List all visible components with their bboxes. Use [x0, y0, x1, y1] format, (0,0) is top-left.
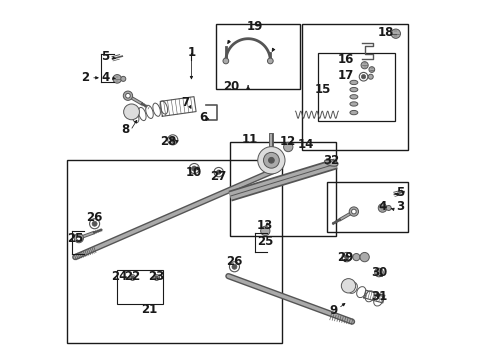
Circle shape	[352, 253, 359, 261]
Ellipse shape	[153, 103, 160, 116]
Circle shape	[368, 67, 374, 72]
Text: 26: 26	[226, 255, 242, 268]
Text: 22: 22	[124, 270, 141, 283]
Circle shape	[123, 104, 139, 120]
Text: 20: 20	[223, 80, 239, 93]
Text: 32: 32	[323, 154, 339, 167]
Text: 26: 26	[86, 211, 102, 224]
Ellipse shape	[347, 282, 357, 293]
Bar	[326, 182, 407, 232]
Text: 7: 7	[181, 96, 189, 109]
Text: 28: 28	[160, 135, 176, 148]
Text: 24: 24	[111, 270, 128, 283]
Text: 17: 17	[337, 69, 353, 82]
Text: 25: 25	[67, 231, 83, 244]
Text: 29: 29	[337, 251, 353, 264]
Circle shape	[155, 276, 158, 279]
Text: 5: 5	[396, 186, 404, 199]
Circle shape	[74, 233, 83, 243]
Text: 14: 14	[297, 138, 314, 151]
Text: 12: 12	[280, 135, 296, 148]
Text: 1: 1	[187, 46, 195, 59]
Circle shape	[263, 152, 279, 168]
Circle shape	[361, 75, 365, 79]
Text: 4: 4	[101, 71, 109, 84]
Text: 8: 8	[121, 123, 129, 136]
Bar	[301, 24, 407, 149]
Circle shape	[170, 137, 175, 142]
Circle shape	[344, 255, 348, 259]
Circle shape	[260, 226, 269, 235]
Circle shape	[76, 236, 81, 240]
Circle shape	[231, 264, 237, 269]
Circle shape	[223, 58, 228, 64]
Circle shape	[360, 62, 367, 69]
Text: 2: 2	[81, 71, 89, 84]
Text: 27: 27	[210, 170, 226, 183]
Ellipse shape	[349, 102, 357, 106]
Bar	[67, 160, 282, 343]
Text: 9: 9	[328, 305, 337, 318]
Circle shape	[359, 252, 368, 262]
Ellipse shape	[373, 295, 382, 306]
Ellipse shape	[145, 105, 153, 118]
Ellipse shape	[356, 287, 365, 298]
Bar	[230, 142, 335, 235]
Circle shape	[113, 75, 121, 83]
Circle shape	[268, 157, 274, 163]
Text: 30: 30	[370, 266, 386, 279]
Text: 15: 15	[314, 83, 330, 96]
Circle shape	[367, 74, 372, 79]
Ellipse shape	[349, 95, 357, 99]
Circle shape	[341, 279, 355, 293]
Circle shape	[153, 275, 159, 280]
Ellipse shape	[349, 87, 357, 92]
Text: 16: 16	[337, 53, 353, 66]
Ellipse shape	[324, 159, 337, 166]
Circle shape	[348, 207, 358, 216]
Bar	[117, 270, 163, 304]
Ellipse shape	[365, 291, 374, 302]
Circle shape	[131, 276, 134, 279]
Text: 23: 23	[148, 270, 164, 283]
Text: 31: 31	[370, 290, 386, 303]
Text: 11: 11	[241, 133, 258, 146]
Text: 4: 4	[378, 201, 386, 213]
Text: 6: 6	[199, 111, 207, 124]
Circle shape	[123, 91, 132, 100]
Text: 18: 18	[377, 27, 393, 40]
Text: 3: 3	[396, 201, 404, 213]
Circle shape	[92, 221, 97, 226]
Circle shape	[257, 147, 285, 174]
Bar	[215, 24, 300, 89]
Circle shape	[374, 268, 383, 277]
Circle shape	[125, 93, 130, 98]
Ellipse shape	[160, 101, 167, 114]
Text: 13: 13	[257, 219, 273, 233]
Text: 25: 25	[257, 235, 273, 248]
Text: 10: 10	[186, 166, 202, 179]
Circle shape	[121, 76, 125, 81]
Circle shape	[386, 206, 390, 211]
Ellipse shape	[349, 80, 357, 85]
Circle shape	[283, 142, 292, 152]
Text: 21: 21	[141, 303, 157, 316]
Ellipse shape	[131, 109, 139, 123]
Circle shape	[378, 204, 386, 212]
Ellipse shape	[349, 111, 357, 115]
Text: 5: 5	[101, 50, 109, 63]
Circle shape	[191, 166, 196, 171]
Bar	[317, 53, 394, 121]
Ellipse shape	[138, 107, 146, 121]
Circle shape	[351, 209, 355, 214]
Text: 19: 19	[246, 20, 262, 33]
Circle shape	[267, 58, 273, 64]
Circle shape	[390, 29, 400, 39]
Circle shape	[129, 275, 135, 280]
Circle shape	[216, 170, 221, 174]
